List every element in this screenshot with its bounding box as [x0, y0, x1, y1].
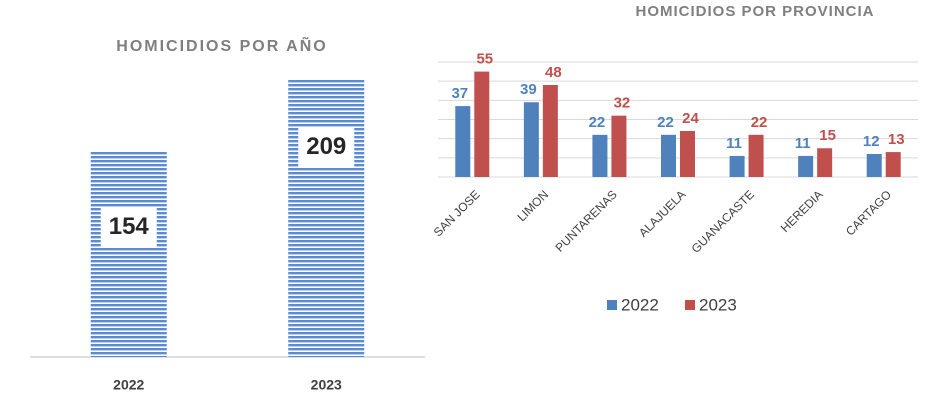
value-label: 209: [306, 133, 346, 160]
value-label: 55: [476, 51, 493, 68]
x-tick-label: 2022: [113, 377, 144, 393]
bar: [455, 106, 471, 177]
bar: [523, 102, 539, 177]
value-label: 22: [589, 114, 606, 131]
value-label: 32: [614, 95, 631, 112]
bar: [885, 152, 901, 177]
legend-swatch: [607, 300, 617, 310]
value-label: 39: [520, 81, 537, 98]
legend-label: 2022: [621, 295, 659, 314]
value-label: 37: [451, 85, 468, 102]
x-tick-label: PUNTARENAS: [553, 187, 620, 254]
value-label: 154: [109, 213, 150, 240]
bar: [680, 131, 695, 177]
value-label: 12: [863, 133, 880, 150]
x-tick-label: HEREDIA: [778, 187, 826, 235]
bar: [661, 134, 676, 177]
value-label: 48: [545, 64, 562, 81]
x-tick-label: GUANACASTE: [689, 187, 757, 255]
value-label: 22: [751, 114, 768, 131]
bar: [866, 154, 882, 177]
bar: [542, 85, 558, 177]
value-label: 15: [819, 127, 836, 144]
bar: [288, 78, 365, 358]
x-tick-label: 2023: [311, 377, 342, 393]
chart-title: HOMICIDIOS POR PROVINCIA: [635, 3, 874, 20]
value-label: 13: [888, 131, 905, 148]
x-tick-label: LIMON: [514, 187, 551, 224]
bar: [90, 151, 167, 357]
value-label-box: [298, 126, 355, 167]
value-label: 11: [726, 135, 742, 152]
bar: [729, 155, 745, 177]
value-label: 24: [682, 110, 699, 127]
bar: [611, 115, 627, 177]
chart-title: HOMICIDIOS POR AÑO: [116, 35, 327, 55]
bar: [748, 134, 764, 177]
value-label: 22: [657, 114, 674, 131]
bar: [798, 155, 814, 177]
legend-swatch: [685, 300, 695, 310]
x-tick-label: ALAJUELA: [636, 187, 688, 239]
value-label: 11: [795, 135, 811, 152]
bar: [817, 148, 833, 177]
value-label-box: [100, 206, 157, 247]
x-tick-label: SAN JOSE: [431, 187, 483, 239]
x-tick-label: CARTAGO: [843, 187, 894, 238]
bar: [592, 134, 608, 177]
bar: [474, 71, 490, 177]
legend-label: 2023: [699, 295, 737, 314]
